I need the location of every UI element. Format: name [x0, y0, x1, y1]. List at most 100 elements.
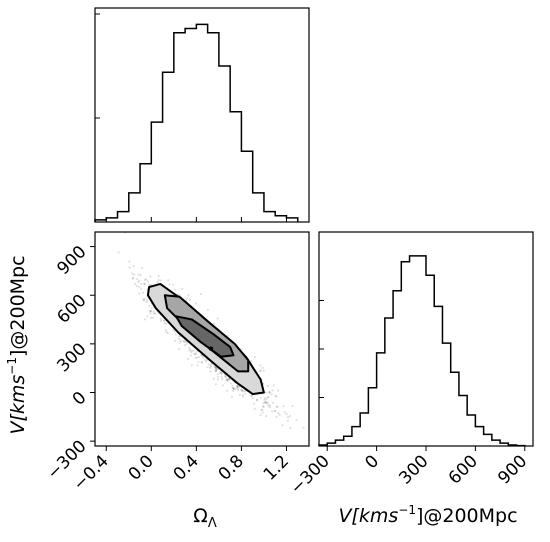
scatter-point	[199, 292, 202, 296]
scatter-point	[178, 337, 181, 340]
scatter-point	[195, 356, 198, 359]
scatter-point	[210, 365, 213, 368]
scatter-point	[134, 282, 137, 286]
scatter-point	[228, 378, 231, 381]
scatter-point	[295, 419, 298, 422]
scatter-point	[237, 388, 240, 391]
scatter-point	[149, 310, 152, 313]
scatter-point	[137, 280, 140, 284]
scatter-point	[201, 354, 204, 358]
scatter-point	[196, 364, 199, 367]
scatter-point	[236, 384, 239, 387]
scatter-point	[266, 396, 269, 399]
scatter-point	[214, 369, 218, 372]
scatter-point	[128, 266, 131, 269]
scatter-point	[261, 408, 264, 411]
scatter-point	[219, 370, 222, 373]
scatter-point	[205, 360, 208, 363]
scatter-point	[149, 310, 152, 313]
scatter-point	[174, 333, 177, 336]
scatter-point	[143, 282, 146, 285]
scatter-point	[261, 366, 264, 369]
scatter-point	[259, 414, 262, 417]
scatter-point	[181, 287, 184, 290]
contour-level-3	[175, 315, 235, 358]
scatter-point	[282, 405, 285, 408]
scatter-point	[146, 315, 149, 318]
scatter-y-tick-label: 0	[69, 388, 91, 410]
scatter-point	[200, 361, 203, 364]
scatter-point	[163, 319, 166, 322]
scatter-point	[263, 399, 266, 402]
scatter-point	[148, 304, 151, 307]
scatter-point	[157, 279, 160, 282]
scatter-point	[143, 282, 146, 286]
scatter-point	[289, 415, 292, 418]
scatter-point	[221, 384, 224, 387]
scatter-point	[145, 299, 149, 302]
scatter-point	[215, 369, 218, 372]
scatter-point	[178, 341, 181, 344]
scatter-y-tick-label: 600	[53, 291, 90, 328]
scatter-point	[273, 409, 276, 412]
scatter-point	[185, 342, 188, 345]
scatter-point	[224, 375, 227, 378]
scatter-point	[200, 360, 204, 363]
scatter-point	[210, 362, 213, 365]
scatter-frame	[94, 231, 310, 447]
scatter-point	[206, 308, 209, 311]
scatter-point	[212, 377, 216, 380]
scatter-point	[255, 398, 259, 402]
scatter-point	[268, 406, 271, 409]
scatter-point	[264, 401, 268, 404]
scatter-point	[236, 386, 239, 389]
scatter-point	[152, 310, 155, 313]
scatter-point	[266, 402, 269, 405]
scatter-point	[249, 394, 253, 397]
scatter-point	[239, 388, 243, 391]
scatter-point	[181, 339, 184, 343]
scatter-point	[165, 322, 168, 325]
scatter-point	[244, 389, 247, 393]
scatter-point	[234, 387, 237, 391]
scatter-point	[252, 402, 256, 405]
scatter-point	[172, 283, 175, 286]
scatter-point	[184, 340, 187, 343]
scatter-point	[287, 416, 290, 419]
scatter-point	[215, 368, 218, 371]
scatter-point	[242, 395, 245, 398]
scatter-point	[138, 279, 141, 282]
scatter-point	[278, 413, 281, 416]
scatter-point	[250, 360, 253, 363]
scatter-point	[162, 319, 165, 322]
scatter-point	[132, 276, 135, 279]
scatter-point	[262, 405, 265, 408]
scatter-point	[250, 394, 254, 397]
scatter-y-tick-label: 300	[53, 339, 90, 376]
scatter-point	[149, 309, 153, 312]
scatter-point	[241, 389, 244, 392]
scatter-point	[157, 274, 160, 278]
scatter-point	[226, 379, 229, 382]
scatter-point	[232, 387, 236, 390]
scatter-point	[142, 298, 145, 301]
scatter-point	[262, 369, 265, 372]
scatter-x-tick-label: 0.4	[170, 451, 203, 484]
scatter-point	[302, 426, 305, 429]
scatter-point	[259, 370, 262, 373]
scatter-point	[253, 407, 256, 410]
scatter-point	[266, 401, 269, 404]
scatter-point	[253, 355, 256, 359]
scatter-point	[150, 316, 153, 319]
scatter-point	[138, 292, 141, 295]
scatter-point	[267, 391, 270, 394]
scatter-point	[267, 395, 270, 399]
scatter-point	[197, 360, 200, 363]
scatter-point	[117, 251, 120, 254]
scatter-point	[153, 312, 156, 315]
scatter-point	[264, 391, 268, 394]
scatter-point	[187, 294, 190, 297]
scatter-point	[259, 396, 262, 399]
scatter-point	[166, 332, 169, 335]
